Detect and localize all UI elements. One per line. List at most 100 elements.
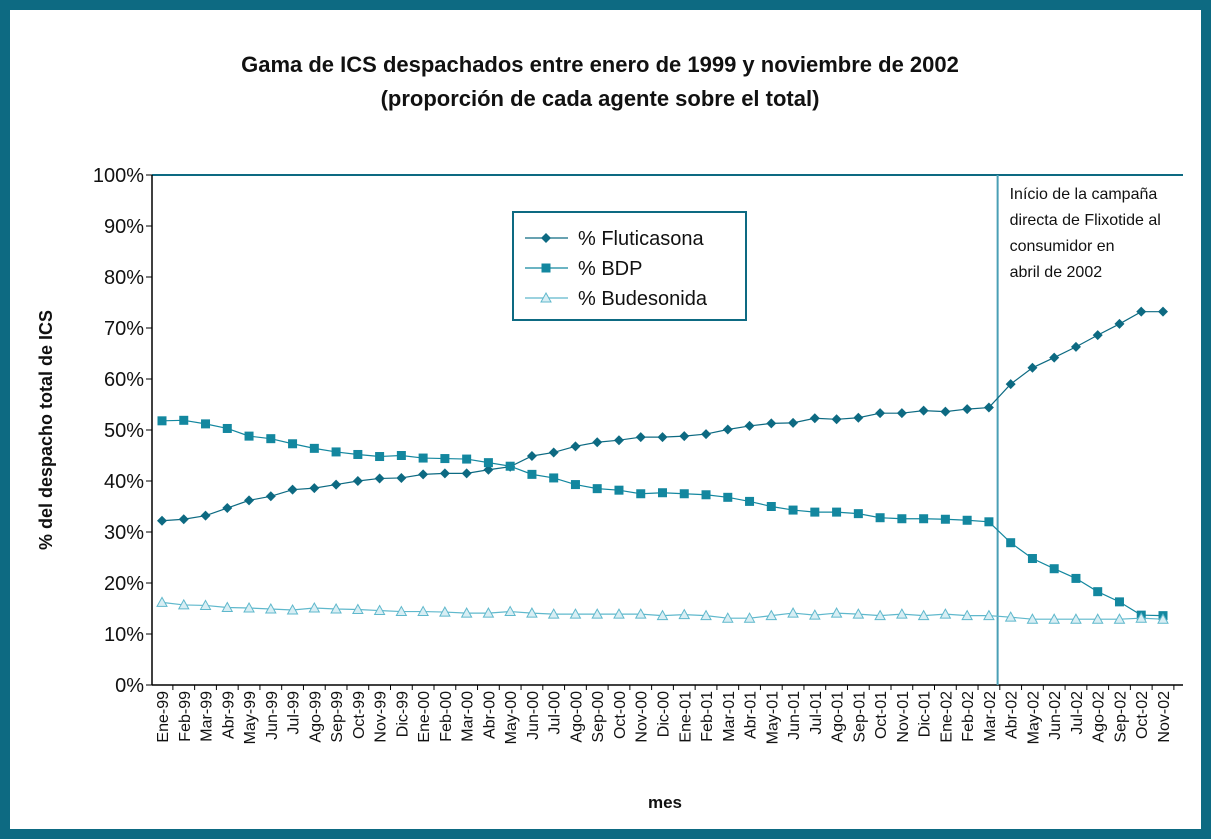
data-point — [308, 601, 321, 613]
data-point — [178, 514, 189, 525]
data-point — [418, 453, 428, 463]
data-point — [613, 435, 624, 446]
x-tick-label: Jun-00 — [525, 691, 542, 740]
data-point — [657, 432, 668, 443]
data-point — [635, 432, 646, 443]
data-point — [1136, 306, 1147, 317]
data-point — [222, 423, 232, 433]
data-point — [418, 469, 429, 480]
x-tick-label: Feb-02 — [960, 691, 977, 742]
data-point — [940, 406, 951, 417]
x-tick-label: Sep-00 — [590, 691, 607, 743]
data-point — [244, 431, 254, 441]
data-point — [352, 476, 363, 486]
data-point — [548, 447, 559, 458]
data-point — [1049, 352, 1060, 363]
data-point — [874, 609, 886, 621]
data-point — [417, 605, 429, 617]
data-point — [439, 606, 451, 617]
data-point — [983, 609, 995, 621]
x-tick-label: Jul-00 — [547, 691, 564, 735]
x-tick-label: Ene-00 — [416, 691, 433, 743]
x-tick-label: May-01 — [764, 691, 781, 744]
data-point — [962, 404, 973, 415]
data-point — [461, 468, 472, 479]
x-tick-label: Sep-99 — [329, 691, 346, 743]
data-point — [222, 503, 233, 514]
data-point — [1027, 362, 1038, 373]
data-point — [309, 443, 319, 453]
data-point — [743, 612, 756, 623]
data-point — [1027, 554, 1037, 564]
x-tick-label: Ago-99 — [307, 691, 324, 743]
data-point — [1113, 613, 1126, 624]
data-point — [830, 607, 843, 618]
data-point — [1005, 379, 1016, 390]
data-point — [373, 604, 386, 616]
data-point — [330, 602, 342, 614]
data-point — [569, 608, 582, 619]
data-point — [570, 480, 580, 490]
y-tick-label: 70% — [104, 318, 144, 340]
x-tick-label: Mar-02 — [982, 691, 999, 742]
x-tick-label: Feb-01 — [699, 691, 716, 742]
data-point — [939, 608, 952, 619]
data-point — [614, 485, 624, 495]
x-tick-label: May-99 — [242, 691, 259, 744]
data-point — [896, 408, 907, 419]
data-point — [221, 601, 234, 612]
annotation: directa de Flixotide al — [1010, 212, 1161, 229]
y-tick-label: 90% — [104, 216, 144, 238]
data-point — [896, 608, 908, 619]
data-point — [832, 507, 842, 517]
data-point — [483, 464, 494, 475]
data-point — [1026, 613, 1039, 624]
data-point — [156, 596, 168, 607]
x-tick-label: Oct-02 — [1134, 691, 1151, 739]
data-point — [157, 416, 167, 426]
x-tick-label: Ago-02 — [1091, 691, 1108, 743]
x-tick-label: Dic-99 — [394, 691, 411, 737]
data-point — [852, 608, 865, 619]
data-point — [592, 484, 602, 494]
data-point — [331, 479, 342, 490]
x-axis-title: mes — [648, 793, 682, 812]
x-tick-label: Sep-01 — [851, 691, 868, 743]
data-point — [636, 489, 646, 499]
data-point — [745, 496, 755, 506]
data-point — [375, 452, 385, 462]
data-point — [1135, 612, 1148, 623]
x-tick-label: Feb-99 — [177, 691, 194, 742]
data-point — [940, 514, 950, 524]
data-point — [351, 603, 364, 615]
legend-box — [512, 211, 747, 321]
data-point — [287, 484, 298, 495]
data-point — [288, 439, 298, 449]
x-tick-label: Oct-99 — [351, 691, 368, 739]
data-point — [1093, 587, 1103, 597]
data-point — [439, 468, 450, 479]
data-point — [766, 502, 776, 511]
legend-marker — [541, 263, 551, 273]
data-point — [1049, 564, 1059, 574]
data-point — [744, 420, 755, 431]
data-point — [570, 441, 581, 452]
data-point — [1114, 318, 1125, 329]
data-point — [395, 605, 408, 617]
y-tick-label: 30% — [104, 522, 144, 544]
y-axis-title: % del despacho total de ICS — [36, 310, 56, 550]
data-point — [1091, 613, 1104, 624]
data-point — [961, 609, 974, 621]
data-point — [592, 437, 603, 448]
data-point — [766, 418, 777, 429]
x-tick-label: Mar-99 — [199, 691, 216, 742]
data-point — [1114, 597, 1124, 607]
x-tick-label: Feb-00 — [438, 691, 455, 742]
data-point — [788, 505, 798, 515]
annotation: abril de 2002 — [1010, 264, 1103, 281]
x-tick-label: Abr-01 — [743, 691, 760, 739]
y-tick-label: 60% — [104, 369, 144, 391]
data-point — [1070, 613, 1082, 624]
data-point — [265, 491, 276, 502]
